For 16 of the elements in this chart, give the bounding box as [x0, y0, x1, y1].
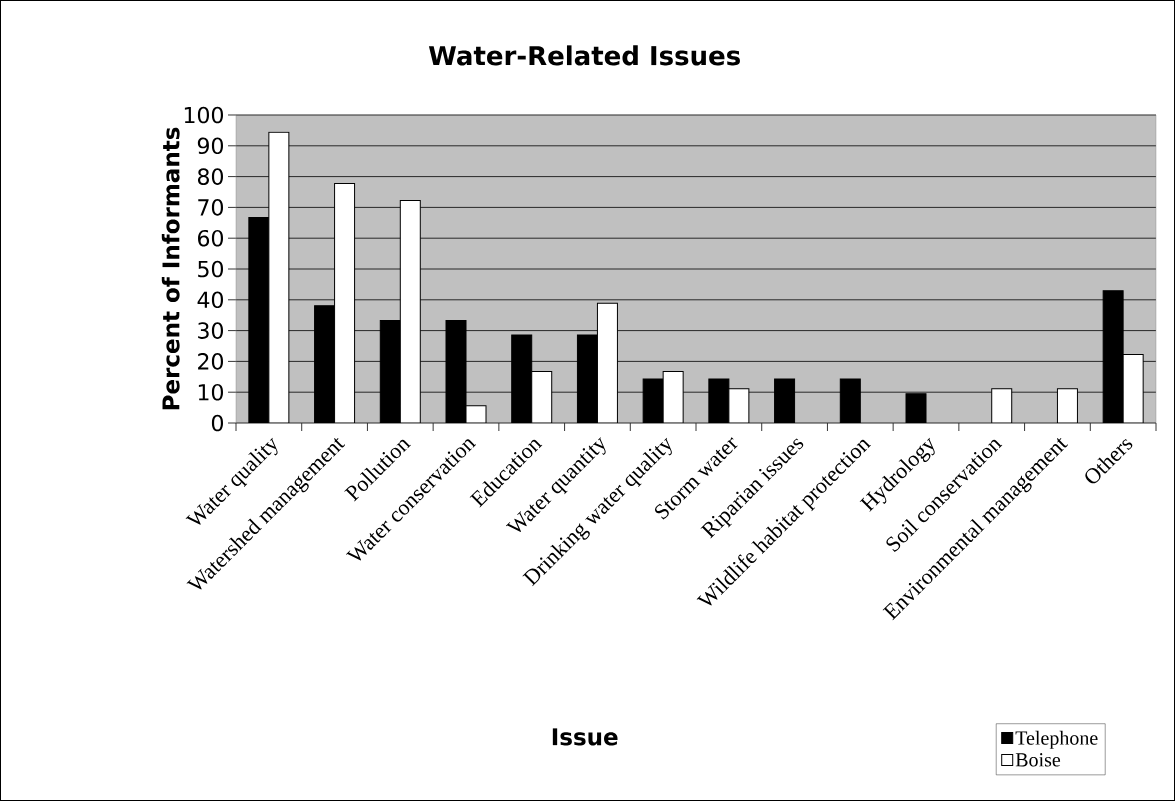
- legend-label: Telephone: [1015, 730, 1098, 749]
- x-axis-title: Issue: [552, 728, 618, 746]
- y-tick-label: 0: [211, 414, 224, 432]
- y-tick-label: 90: [197, 137, 223, 155]
- y-tick-label: 20: [198, 353, 223, 370]
- legend-label: Boise: [1015, 753, 1061, 767]
- y-tick-label: 50: [198, 260, 223, 278]
- chart-title: Water-Related Issues: [428, 45, 740, 66]
- y-tick-label: 40: [197, 291, 223, 309]
- y-tick-label: 100: [184, 106, 223, 124]
- y-tick-label: 30: [198, 322, 223, 339]
- y-tick-label: 10: [198, 383, 223, 401]
- y-tick-label: 70: [198, 199, 223, 216]
- y-tick-label: 60: [198, 229, 223, 247]
- y-tick-label: 80: [197, 168, 223, 185]
- y-axis-title: Percent of Informants: [161, 127, 180, 410]
